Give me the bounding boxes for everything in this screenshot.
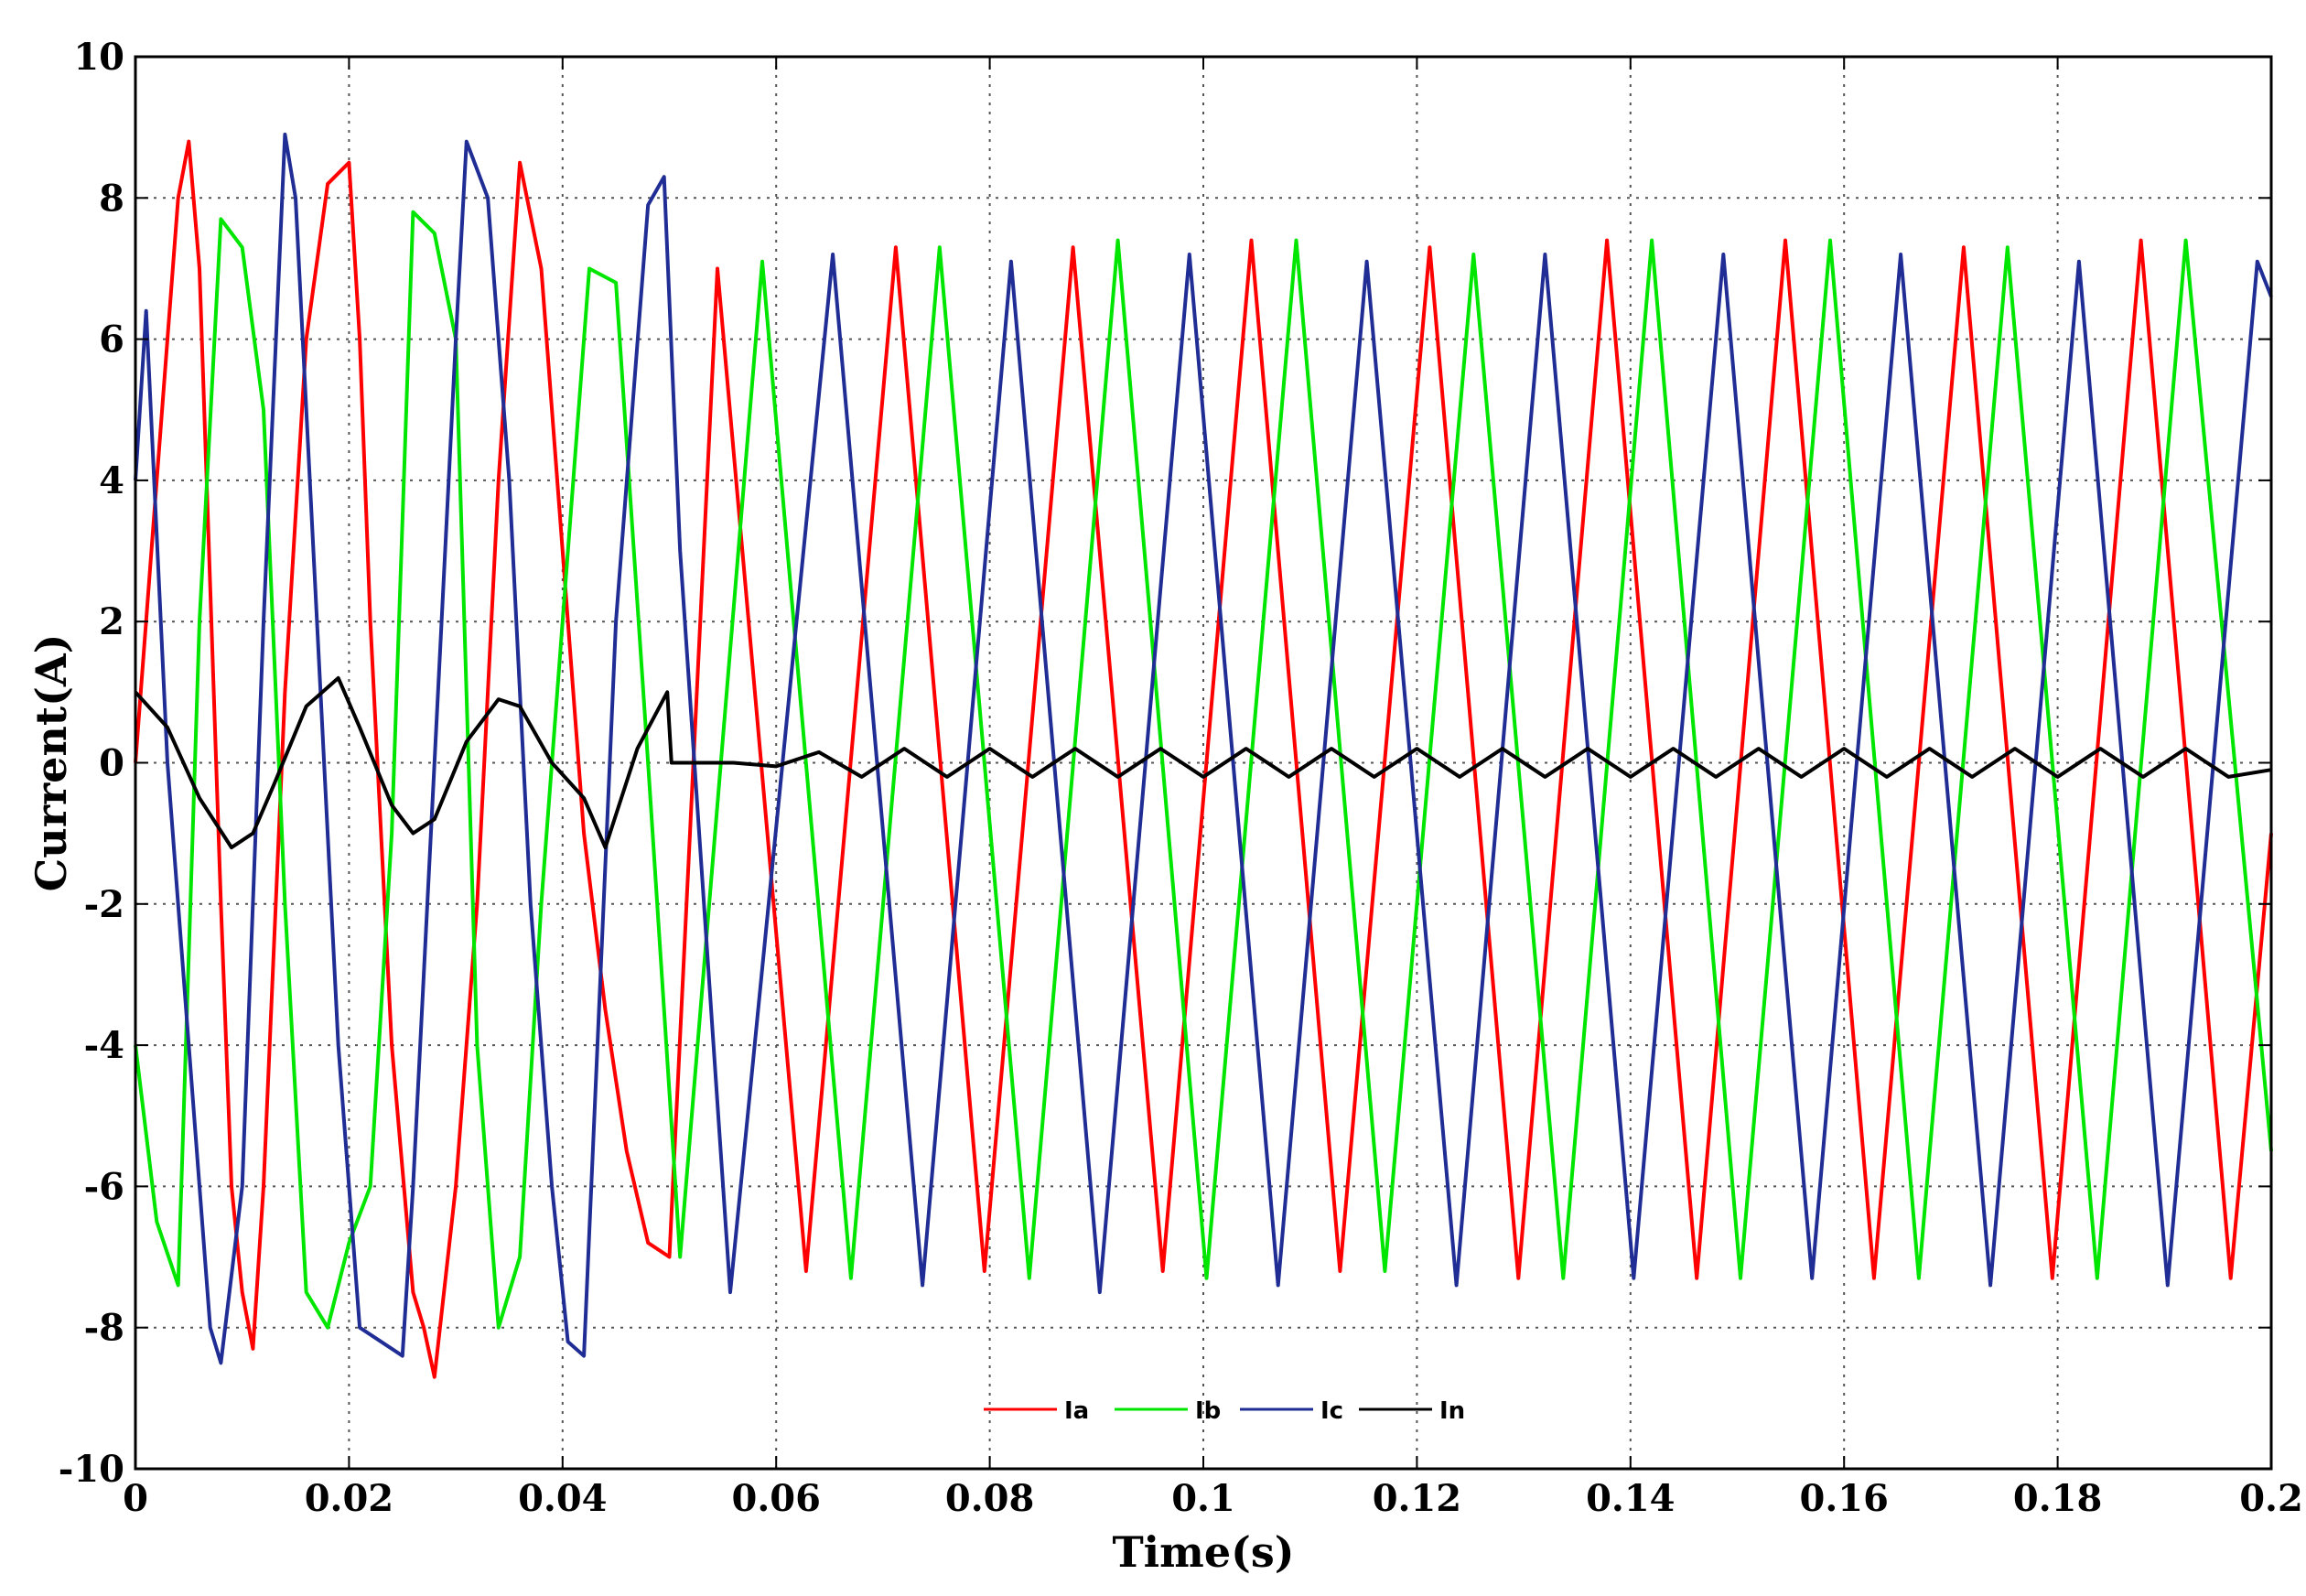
x-tick-label: 0.08 [945, 1477, 1034, 1520]
y-tick-label: 8 [99, 177, 124, 220]
x-tick-label: 0.2 [2239, 1477, 2303, 1520]
x-tick-label: 0.04 [518, 1477, 607, 1520]
x-tick-label: 0.16 [1799, 1477, 1888, 1520]
y-tick-label: -8 [84, 1307, 124, 1350]
y-axis-title: Current(A) [27, 634, 76, 892]
y-tick-label: 2 [99, 600, 124, 643]
x-tick-label: 0.12 [1373, 1477, 1461, 1520]
plot-area [134, 132, 2273, 1379]
y-tick-label: 6 [99, 318, 124, 361]
series-line-ia [134, 139, 2273, 1379]
series-line-in [134, 675, 2272, 850]
y-tick-label: -6 [84, 1165, 124, 1208]
series-line-ib [134, 210, 2273, 1330]
y-tick-label: -10 [59, 1448, 124, 1491]
y-tick-label: 0 [99, 742, 124, 785]
x-tick-label: 0.06 [731, 1477, 820, 1520]
y-tick-label: -2 [84, 883, 124, 926]
legend-label: Ic [1320, 1397, 1343, 1425]
legend-label: In [1439, 1397, 1465, 1425]
x-tick-label: 0.14 [1586, 1477, 1675, 1520]
legend-label: Ia [1064, 1397, 1089, 1425]
x-tick-label: 0.1 [1171, 1477, 1235, 1520]
x-tick-label: 0 [123, 1477, 148, 1520]
x-tick-label: 0.18 [2013, 1477, 2102, 1520]
legend-label: Ib [1195, 1397, 1221, 1425]
y-tick-label: 4 [99, 459, 124, 502]
y-tick-label: 10 [73, 36, 124, 79]
y-tick-label: -4 [84, 1024, 124, 1067]
legend: Ia Ib Ic In [984, 1397, 1465, 1425]
x-axis-title: Time(s) [1112, 1527, 1294, 1577]
grid [135, 57, 2271, 1469]
series-line-ic [134, 132, 2273, 1365]
axis-ticks: 0 0.02 0.04 0.06 0.08 0.1 0.12 0.14 0.16 0.18 0.2 -… [59, 36, 2303, 1520]
x-tick-label: 0.02 [305, 1477, 393, 1520]
